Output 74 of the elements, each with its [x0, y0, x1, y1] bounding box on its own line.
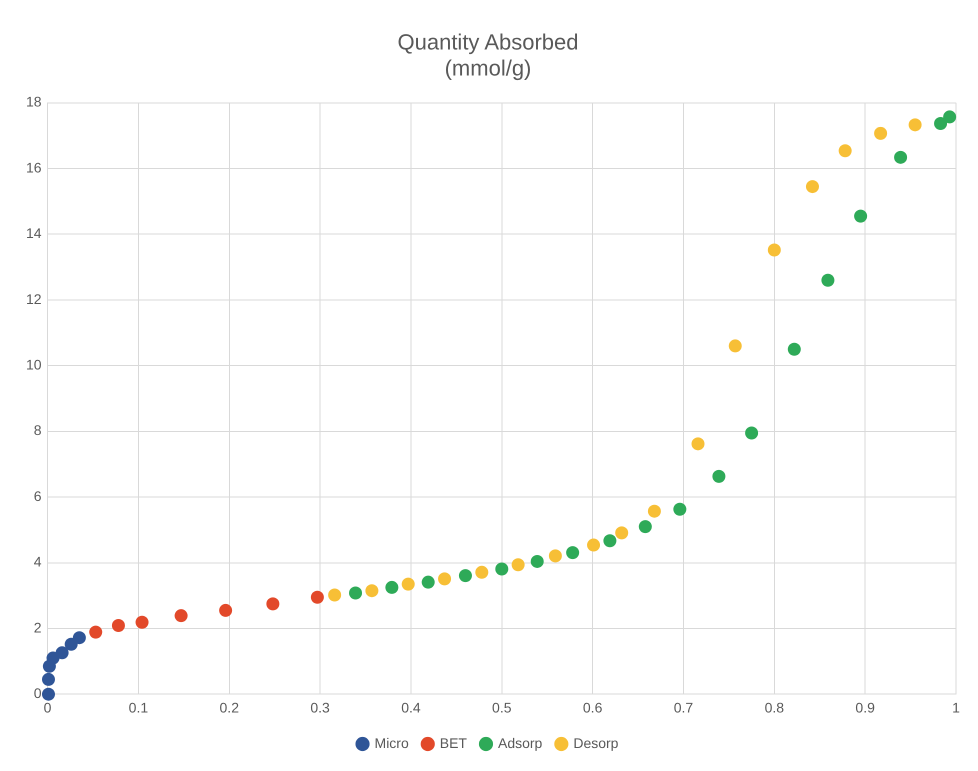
y-tick-label: 14: [26, 225, 42, 242]
point: [402, 578, 415, 591]
point: [745, 426, 758, 440]
y-tick-label: 10: [26, 356, 42, 373]
point: [422, 576, 435, 589]
point: [219, 604, 232, 617]
x-tick-label: 0.3: [310, 699, 330, 716]
y-tick-label: 0: [34, 685, 42, 702]
point: [638, 520, 652, 534]
point: [495, 562, 508, 576]
legend-label: BET: [440, 734, 468, 751]
x-tick-label: 0.9: [855, 699, 876, 716]
point: [603, 534, 616, 548]
point: [89, 626, 102, 639]
point: [806, 180, 819, 194]
point: [42, 672, 55, 686]
point: [112, 619, 125, 632]
x-tick-label: 0: [44, 699, 52, 716]
point: [46, 652, 60, 665]
point: [788, 342, 801, 356]
x-tick-label: 1: [952, 699, 960, 716]
point: [512, 558, 525, 572]
legend-label: Desorp: [573, 734, 619, 751]
y-tick-label: 4: [34, 554, 42, 570]
point: [821, 274, 834, 287]
point: [874, 126, 888, 140]
point: [648, 504, 661, 518]
point: [136, 616, 149, 629]
chart-title: Quantity Absorbed (mmol/g): [397, 29, 579, 81]
point: [349, 586, 362, 600]
point: [692, 437, 705, 450]
y-tick-label: 18: [26, 94, 42, 110]
point: [385, 580, 398, 594]
point: [615, 526, 628, 540]
point: [365, 584, 378, 598]
point: [768, 243, 781, 256]
point: [854, 210, 868, 223]
point: [328, 588, 342, 602]
point: [728, 339, 742, 352]
point: [894, 150, 908, 164]
point: [587, 538, 600, 552]
y-tick-label: 16: [26, 159, 42, 176]
point: [908, 118, 922, 132]
point: [438, 572, 452, 586]
y-tick-label: 8: [34, 422, 42, 438]
point: [673, 502, 686, 516]
point: [266, 597, 280, 610]
point: [566, 546, 580, 560]
y-tick-label: 6: [34, 488, 42, 504]
point: [458, 569, 472, 582]
x-tick-label: 0.4: [401, 699, 421, 716]
x-tick-label: 0.2: [220, 699, 240, 716]
x-tick-label: 0.5: [492, 699, 512, 716]
point: [310, 590, 324, 604]
point: [56, 646, 69, 660]
x-tick-label: 0.7: [674, 699, 694, 716]
x-tick-label: 0.8: [764, 699, 784, 716]
y-tick-label: 12: [26, 290, 42, 307]
legend-label: Adsorp: [498, 734, 543, 751]
point: [838, 144, 852, 158]
point: [548, 549, 562, 562]
point: [934, 117, 948, 130]
point: [530, 554, 544, 568]
y-tick-label: 2: [34, 619, 42, 636]
point: [943, 110, 956, 124]
point: [712, 470, 726, 483]
point: [64, 638, 78, 651]
legend-label: Micro: [374, 734, 409, 751]
point: [42, 688, 55, 701]
point: [72, 631, 86, 644]
point: [174, 609, 188, 622]
point: [475, 566, 488, 579]
x-tick-label: 0.1: [128, 699, 148, 716]
x-tick-label: 0.6: [582, 699, 603, 716]
